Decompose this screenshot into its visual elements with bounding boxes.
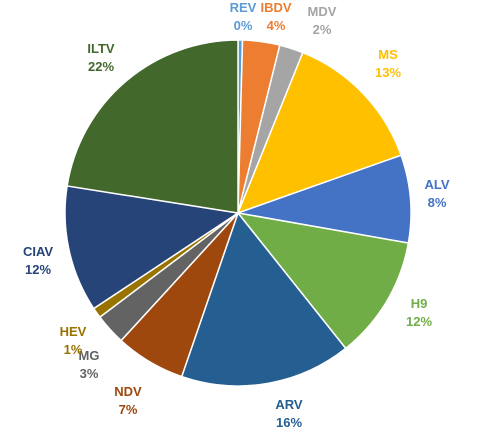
slice-label-ibdv: IBDV 4% bbox=[260, 0, 291, 33]
slice-label-iltv: ILTV 22% bbox=[87, 41, 115, 74]
slice-name-label: MDV bbox=[308, 4, 337, 19]
pie-slice-arv bbox=[180, 212, 347, 387]
pie-slices bbox=[64, 39, 412, 387]
slice-name-label: ARV bbox=[275, 397, 303, 412]
slice-percent-label: 16% bbox=[276, 415, 302, 430]
pie-slice-iltv bbox=[66, 39, 239, 214]
pie-labels: REV 0%IBDV 4%MDV 2%MS 13%ALV 8%H9 12%ARV 16%NDV… bbox=[23, 0, 450, 430]
slice-name-label: MS bbox=[378, 47, 398, 62]
slice-percent-label: 12% bbox=[406, 314, 432, 329]
slice-name-label: ALV bbox=[424, 177, 449, 192]
slice-percent-label: 8% bbox=[428, 195, 447, 210]
slice-percent-label: 12% bbox=[25, 262, 51, 277]
slice-label-alv: ALV 8% bbox=[424, 177, 449, 210]
slice-label-mdv: MDV 2% bbox=[308, 4, 337, 37]
pie-slice-alv bbox=[237, 154, 412, 244]
slice-label-ms: MS 13% bbox=[375, 47, 401, 80]
slice-percent-label: 0% bbox=[234, 18, 253, 33]
slice-percent-label: 2% bbox=[313, 22, 332, 37]
pie-slice-ciav bbox=[64, 185, 239, 310]
slice-name-label: NDV bbox=[114, 384, 142, 399]
slice-label-arv: ARV 16% bbox=[275, 397, 303, 430]
pie-slice-h9 bbox=[237, 212, 410, 350]
slice-label-rev: REV 0% bbox=[230, 0, 257, 33]
slice-name-label: CIAV bbox=[23, 244, 53, 259]
slice-percent-label: 1% bbox=[64, 342, 83, 357]
slice-percent-label: 13% bbox=[375, 65, 401, 80]
slice-percent-label: 22% bbox=[88, 59, 114, 74]
slice-name-label: REV bbox=[230, 0, 257, 15]
slice-percent-label: 3% bbox=[80, 366, 99, 381]
slice-name-label: ILTV bbox=[87, 41, 115, 56]
slice-label-ciav: CIAV 12% bbox=[23, 244, 53, 277]
slice-name-label: IBDV bbox=[260, 0, 291, 15]
slice-label-hev: HEV 1% bbox=[60, 324, 87, 357]
slice-name-label: HEV bbox=[60, 324, 87, 339]
pie-slice-ms bbox=[237, 51, 402, 214]
slice-percent-label: 7% bbox=[119, 402, 138, 417]
slice-label-ndv: NDV 7% bbox=[114, 384, 142, 417]
slice-label-mg: MG 3% bbox=[79, 348, 100, 381]
slice-label-h9: H9 12% bbox=[406, 296, 432, 329]
slice-name-label: MG bbox=[79, 348, 100, 363]
slice-name-label: H9 bbox=[411, 296, 428, 311]
slice-percent-label: 4% bbox=[267, 18, 286, 33]
